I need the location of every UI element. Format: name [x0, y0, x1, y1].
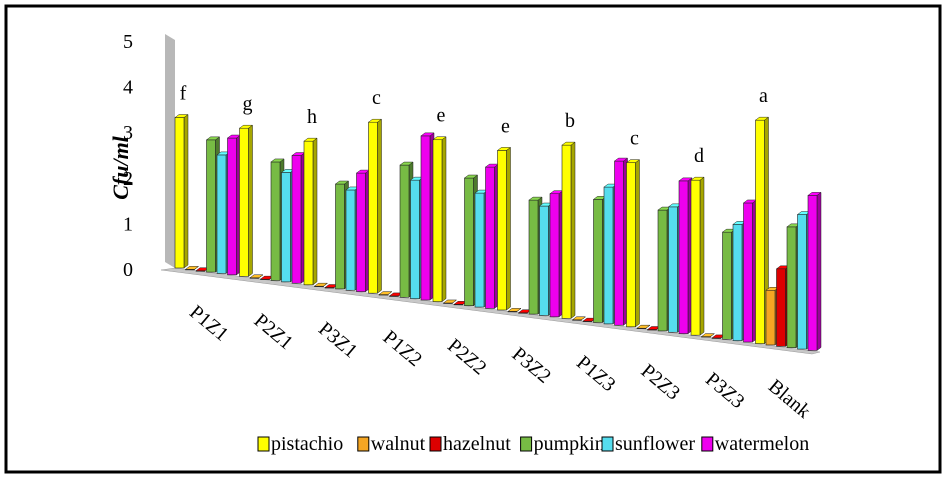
group-letter: e	[501, 115, 510, 137]
group-letter: c	[630, 128, 639, 150]
legend-label: pumpkin	[534, 433, 605, 455]
bar-watermelon	[678, 177, 693, 335]
legend-swatch	[429, 436, 442, 452]
legend-item-hazelnut: hazelnut	[429, 433, 511, 455]
y-tick-label: 5	[123, 31, 133, 53]
bar-pistachio	[561, 141, 576, 319]
group-letter: e	[437, 105, 446, 127]
bar-watermelon	[613, 157, 629, 326]
legend-item-walnut: walnut	[357, 433, 426, 455]
bar-watermelon	[355, 169, 371, 293]
bar-walnut	[184, 266, 200, 271]
bar-pistachio	[174, 114, 189, 269]
legend-item-pistachio: pistachio	[257, 433, 343, 455]
legend: pistachio walnut hazelnut pumpkin sunflower w…	[257, 433, 809, 455]
legend-label: hazelnut	[443, 433, 511, 455]
y-tick-label: 0	[123, 259, 133, 281]
bar-pistachio	[496, 146, 512, 311]
group-letter: c	[372, 87, 381, 109]
bar-watermelon	[807, 191, 822, 351]
group-letters: f g h c e e b c d a	[180, 83, 768, 168]
bar-pistachio	[238, 124, 254, 277]
group-letter: b	[565, 110, 575, 132]
bar-watermelon	[291, 152, 306, 284]
bar-watermelon	[226, 134, 242, 276]
y-tick-label: 2	[123, 168, 133, 190]
group-letter: h	[307, 106, 317, 128]
bar-walnut	[636, 324, 651, 329]
y-tick-label: 4	[123, 77, 133, 99]
bar-walnut	[571, 316, 587, 321]
back-wall	[165, 34, 175, 268]
bar-pistachio	[303, 137, 318, 286]
y-tick-label: 3	[123, 122, 133, 144]
group-letter: g	[243, 93, 253, 115]
bar-pistachio	[432, 136, 447, 303]
y-tick-label: 1	[123, 213, 133, 235]
bar-hazelnut	[195, 267, 210, 272]
chart-walls	[160, 34, 821, 355]
bar-pistachio	[690, 176, 705, 336]
bar-watermelon	[484, 163, 500, 309]
y-axis-ticks: 0 1 2 3 4 5	[123, 31, 133, 281]
bar-watermelon	[742, 199, 758, 343]
legend-item-pumpkin: pumpkin	[520, 433, 605, 455]
bar-walnut	[700, 333, 716, 338]
legend-item-sunflower: sunflower	[601, 433, 695, 455]
legend-label: pistachio	[271, 433, 343, 455]
group-letter: d	[694, 145, 704, 167]
legend-swatch	[701, 436, 714, 452]
legend-label: sunflower	[615, 433, 695, 455]
bar-pistachio	[625, 159, 641, 328]
bar-watermelon	[420, 132, 435, 301]
bar-walnut	[378, 291, 393, 296]
bar-walnut	[313, 282, 329, 287]
legend-swatch	[601, 436, 614, 452]
bar-walnut	[249, 274, 264, 279]
legend-label: watermelon	[715, 433, 809, 455]
chart-bars	[174, 114, 822, 351]
floor	[160, 267, 821, 355]
legend-swatch	[520, 436, 533, 452]
bar-walnut	[507, 308, 522, 313]
y-axis-label: Cfu/ml	[108, 135, 133, 199]
group-letter: a	[759, 85, 768, 107]
legend-item-watermelon: watermelon	[701, 433, 809, 455]
group-letter: f	[180, 83, 187, 105]
legend-label: walnut	[371, 433, 426, 455]
legend-swatch	[357, 436, 370, 452]
legend-swatch	[257, 436, 270, 452]
bar-watermelon	[549, 190, 564, 318]
bar-walnut	[442, 299, 458, 304]
bar-pistachio	[754, 116, 770, 345]
bar-pistachio	[367, 118, 383, 294]
